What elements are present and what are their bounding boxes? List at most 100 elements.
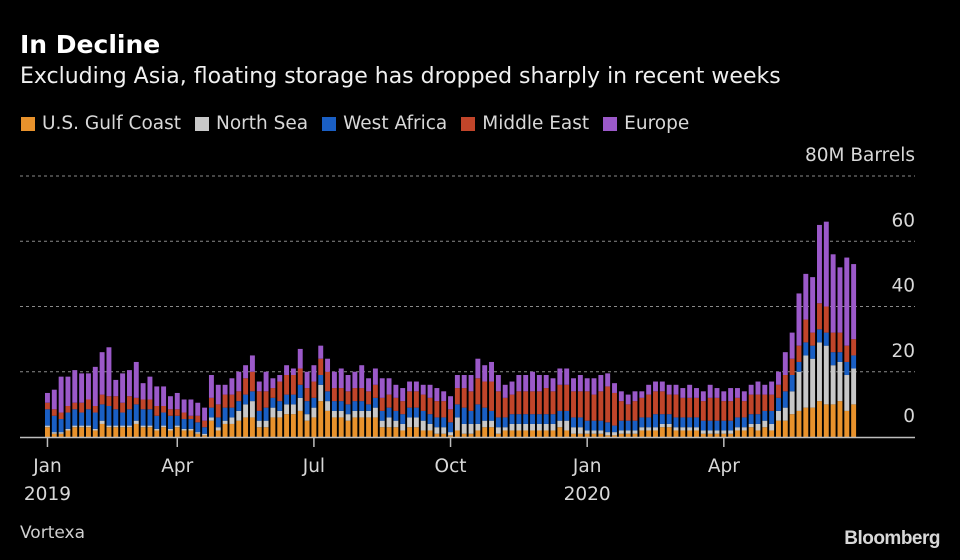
legend-swatch <box>21 116 35 131</box>
bar-segment <box>803 407 809 437</box>
bar-segment <box>270 417 276 437</box>
bar-segment <box>523 375 529 392</box>
bar-segment <box>584 430 590 434</box>
bar-segment <box>502 417 508 428</box>
bar-segment <box>297 384 303 398</box>
bar-segment <box>625 404 631 421</box>
bar-segment <box>762 384 768 395</box>
x-tick-sublabel: 2020 <box>564 484 611 505</box>
bar-segment <box>851 339 857 356</box>
bar-segment <box>208 420 214 437</box>
bar-segment <box>277 381 283 402</box>
bar-segment <box>851 355 857 369</box>
bar-segment <box>516 423 522 431</box>
bar-segment <box>106 427 112 437</box>
bar-segment <box>653 430 658 437</box>
bar-segment <box>837 332 843 353</box>
bar-segment <box>325 371 331 392</box>
bar-segment <box>195 402 201 416</box>
bar-segment <box>140 399 146 410</box>
bar-segment <box>728 430 734 434</box>
bar-segment <box>51 432 57 434</box>
legend-label: North Sea <box>216 113 309 134</box>
bar-segment <box>721 433 727 437</box>
bar-segment <box>830 332 836 353</box>
bar-segment <box>174 409 180 416</box>
bar-segment <box>598 375 604 392</box>
bar-segment <box>721 391 727 402</box>
bar-segment <box>372 397 378 408</box>
bar-segment <box>45 427 50 437</box>
bar-segment <box>789 332 795 359</box>
bar-segment <box>386 378 392 395</box>
legend-label: Europe <box>624 113 690 134</box>
bar-segment <box>413 427 419 437</box>
bar-segment <box>256 420 262 428</box>
bar-segment <box>448 422 454 433</box>
bar-segment <box>666 394 672 415</box>
bar-segment <box>577 433 583 437</box>
bar-segment <box>400 401 406 415</box>
legend-item-north-sea: North Sea <box>195 113 308 134</box>
bar-segment <box>434 388 440 402</box>
bar-segment <box>236 410 242 421</box>
bar-segment <box>133 420 139 424</box>
bar-segment <box>748 414 754 424</box>
bar-segment <box>618 420 624 431</box>
bar-segment <box>618 433 624 437</box>
bar-segment <box>612 435 617 437</box>
bar-segment <box>612 383 617 393</box>
x-tick-label: Jan <box>32 456 62 477</box>
bar-segment <box>154 428 160 431</box>
bar-segment <box>714 420 720 431</box>
bar-segment <box>810 345 816 359</box>
bar-segment <box>393 397 399 411</box>
bar-segment <box>65 412 71 429</box>
bar-segment <box>659 414 665 424</box>
bar-segment <box>72 409 78 426</box>
legend-label: West Africa <box>343 113 448 134</box>
x-tick-label: Oct <box>435 456 467 477</box>
bar-segment <box>195 422 201 433</box>
bar-segment <box>215 427 221 431</box>
bar-segment <box>707 397 713 421</box>
bar-segment <box>810 277 816 333</box>
bar-segment <box>249 355 255 372</box>
bar-segment <box>236 371 242 392</box>
bar-segment <box>325 358 331 372</box>
bar-segment <box>639 430 645 437</box>
bar-segment <box>666 414 672 424</box>
bar-segment <box>516 430 522 437</box>
bar-segment <box>407 407 413 418</box>
bar-segment <box>352 410 358 418</box>
bar-segment <box>154 415 160 429</box>
bar-segment <box>386 394 392 408</box>
bar-segment <box>236 420 242 437</box>
bar-segment <box>502 397 508 418</box>
bar-segment <box>366 391 372 405</box>
bar-segment <box>140 427 146 437</box>
legend-item-europe: Europe <box>603 113 689 134</box>
bar-segment <box>530 430 535 437</box>
y-tick-label: 20 <box>891 341 915 362</box>
bar-segment <box>557 427 563 437</box>
bar-segment <box>830 365 836 405</box>
bar-segment <box>372 407 378 418</box>
bar-segment <box>509 394 515 415</box>
bar-segment <box>126 425 132 428</box>
y-tick-label: 0 <box>903 406 915 427</box>
bar-segment <box>99 352 105 395</box>
bar-segment <box>126 427 132 437</box>
bar-segment <box>632 391 638 402</box>
bar-segment <box>475 423 481 431</box>
bar-segment <box>202 407 208 421</box>
bar-segment <box>318 384 324 402</box>
bar-segment <box>400 430 406 437</box>
bar-segment <box>735 388 740 398</box>
bar-segment <box>687 397 693 418</box>
bar-segment <box>188 415 194 420</box>
bar-segment <box>543 423 549 431</box>
bar-segment <box>290 414 296 437</box>
bar-segment <box>338 401 344 411</box>
bar-segment <box>796 410 802 437</box>
